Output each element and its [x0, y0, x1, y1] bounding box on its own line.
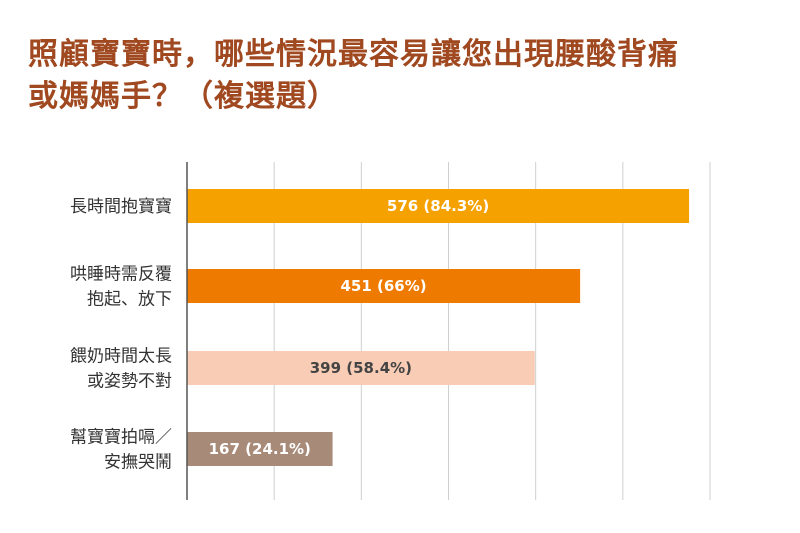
category-label: 幫寶寶拍嗝／	[70, 427, 172, 448]
bar	[187, 351, 535, 385]
chart-title: 照顧寶寶時，哪些情況最容易讓您出現腰酸背痛 或媽媽手？（複選題）	[28, 34, 788, 118]
bar	[187, 432, 333, 466]
category-label: 或姿勢不對	[87, 372, 172, 392]
category-label: 長時間抱寶寶	[70, 196, 172, 217]
chart-title-line-1: 照顧寶寶時，哪些情況最容易讓您出現腰酸背痛	[28, 37, 679, 72]
category-label: 哄睡時需反覆	[70, 265, 172, 285]
category-label: 抱起、放下	[87, 290, 172, 310]
bar	[187, 269, 581, 303]
data-label: 451 (66%)	[340, 277, 426, 295]
data-label: 399 (58.4%)	[310, 359, 412, 377]
chart-title-line-2: 或媽媽手？（複選題）	[28, 79, 338, 114]
data-label: 576 (84.3%)	[387, 197, 489, 215]
category-label: 餵奶時間太長	[70, 347, 172, 367]
category-label: 安撫哭鬧	[104, 453, 172, 473]
data-label: 167 (24.1%)	[209, 440, 311, 458]
bar	[187, 189, 690, 223]
